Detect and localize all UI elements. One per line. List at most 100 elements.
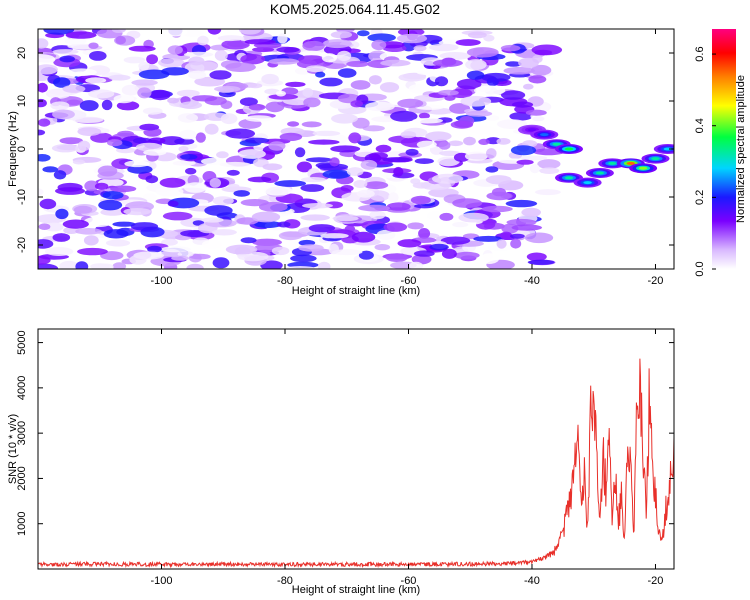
spectrogram-noise-cell	[500, 44, 521, 52]
y-tick-label: -20	[16, 237, 28, 253]
spectrogram-noise-cell	[496, 119, 528, 129]
spectrogram-noise-cell	[53, 170, 67, 180]
spectrogram-noise-cell	[161, 67, 189, 76]
spectrogram-noise-cell	[407, 222, 424, 230]
spectrogram-noise-cell	[88, 89, 115, 99]
spectrogram-noise-cell	[105, 239, 131, 247]
spectrogram-noise-cell	[145, 175, 159, 184]
spectrogram-noise-cell	[161, 238, 178, 246]
spectrogram-noise-cell	[505, 61, 522, 67]
spectrogram-noise-cell	[465, 59, 487, 71]
spectrogram-noise-cell	[204, 205, 233, 216]
x-tick-label: -80	[277, 575, 293, 587]
spectrogram-noise-cell	[248, 83, 263, 89]
spectrogram-noise-cell	[219, 161, 251, 168]
spectrogram-noise-cell	[112, 29, 126, 33]
spectrogram-noise-cell	[265, 101, 285, 113]
spectrogram-noise-cell	[111, 158, 133, 170]
spectrogram-noise-cell	[397, 98, 424, 108]
spectrogram-noise-cell	[473, 235, 504, 242]
spectrogram-noise-cell	[77, 127, 102, 136]
spectrogram-noise-cell	[186, 263, 204, 269]
figure-title: KOM5.2025.064.11.45.G02	[270, 1, 440, 17]
spectrogram-noise-cell	[112, 221, 136, 227]
spectrogram-signal-cell	[564, 176, 574, 180]
spectrogram-noise-cell	[332, 215, 359, 222]
spectrogram-noise-cell	[117, 130, 134, 137]
spectrogram-noise-cell	[398, 73, 427, 82]
spectrogram-noise-cell	[238, 149, 266, 159]
spectrogram-signal-cell	[638, 166, 648, 170]
spectrogram-noise-cell	[526, 252, 547, 262]
spectrogram-noise-cell	[38, 255, 51, 265]
spectrogram-noise-cell	[279, 132, 303, 141]
spectrogram-noise-cell	[369, 210, 386, 220]
spectrogram-noise-cell	[240, 237, 257, 244]
spectrogram-noise-cell	[503, 66, 535, 75]
spectrogram-noise-cell	[486, 191, 513, 201]
spectrogram-noise-cell	[159, 177, 186, 188]
y-tick-label: 2000	[16, 466, 28, 490]
y-tick-label: 10	[16, 95, 28, 107]
spectrogram-noise-cell	[264, 88, 280, 95]
colorbar-ticks: 0.0 0.2 0.4 0.6	[694, 46, 716, 277]
spectrogram-noise-cell	[167, 200, 179, 207]
spectrogram-noise-cell	[124, 160, 150, 168]
spectrogram-noise-cell	[75, 261, 89, 269]
spectrogram-noise-cell	[346, 167, 364, 177]
spectrogram-noise-cell	[467, 31, 487, 39]
x-tick-label: -20	[648, 575, 664, 587]
spectrogram-noise-cell	[302, 40, 325, 52]
spectrogram-noise-cell	[518, 57, 539, 69]
spectrogram-noise-cell	[73, 205, 93, 214]
spectrogram-noise-cell	[527, 259, 555, 265]
spectrogram-noise-cell	[59, 260, 79, 269]
spectrogram-noise-cell	[464, 151, 488, 161]
spectrogram-signal-cell	[540, 133, 549, 137]
spectrogram-signal-cell	[564, 147, 574, 151]
spectrogram-noise-cell	[510, 233, 525, 239]
spectrogram-noise-cell	[437, 156, 460, 167]
snr-frame	[37, 328, 675, 570]
spectrogram-noise-cell	[500, 231, 513, 240]
spectrogram-noise-cell	[532, 116, 545, 122]
spectrogram-noise-cell	[500, 90, 526, 100]
spectrogram-noise-cell	[301, 177, 326, 183]
spectrogram-noise-cell	[167, 45, 183, 55]
spectrogram-noise-cell	[450, 120, 474, 129]
spectrogram-noise-cell	[290, 254, 317, 263]
spectrogram-noise-cell	[438, 141, 451, 150]
spectrogram-noise-cell	[244, 39, 276, 45]
spectrogram-noise-cell	[356, 189, 375, 198]
spectrogram-noise-cell	[303, 97, 321, 108]
spectrogram-noise-cell	[396, 33, 428, 44]
spectrogram-noise-cell	[185, 167, 197, 175]
y-tick-label: 5000	[16, 330, 28, 354]
spectrogram-noise-cell	[52, 109, 75, 120]
spectrogram-noise-cell	[227, 183, 240, 190]
spectrogram-noise-cell	[510, 145, 537, 156]
x-tick-label: -100	[150, 575, 172, 587]
spectrogram-noise-cell	[300, 184, 325, 192]
spectrogram-noise-cell	[452, 198, 483, 209]
spectrogram-noise-cell	[330, 31, 353, 39]
spectrogram-noise-cell	[128, 45, 156, 52]
spectrogram-noise-cell	[483, 34, 495, 42]
spectrogram-noise-cell	[233, 190, 250, 197]
spectrogram-noise-cell	[529, 164, 541, 174]
spectrogram-noise-cell	[397, 239, 422, 248]
spectrogram-noise-cell	[431, 173, 464, 184]
spectrogram-signal-cell	[626, 161, 635, 165]
spectrogram-noise-cell	[485, 166, 499, 173]
snr-panel: -100 -80 -60 -40 -20 1000 2000 3000 4000 5000 He…	[7, 328, 675, 596]
spectrogram-signal-cell	[608, 161, 617, 165]
spectrogram-noise-cell	[275, 90, 286, 97]
spectrogram-noise-cell	[530, 64, 552, 76]
spectrogram-noise-cell	[83, 235, 99, 246]
spectrogram-noise-cell	[38, 154, 51, 162]
spectrogram-noise-cell	[448, 140, 464, 147]
spectrogram-noise-cell	[254, 221, 282, 228]
spectrogram-noise-cell	[416, 140, 437, 149]
spectrogram-noise-cell	[380, 59, 411, 67]
spectrogram-noise-cell	[38, 54, 56, 65]
